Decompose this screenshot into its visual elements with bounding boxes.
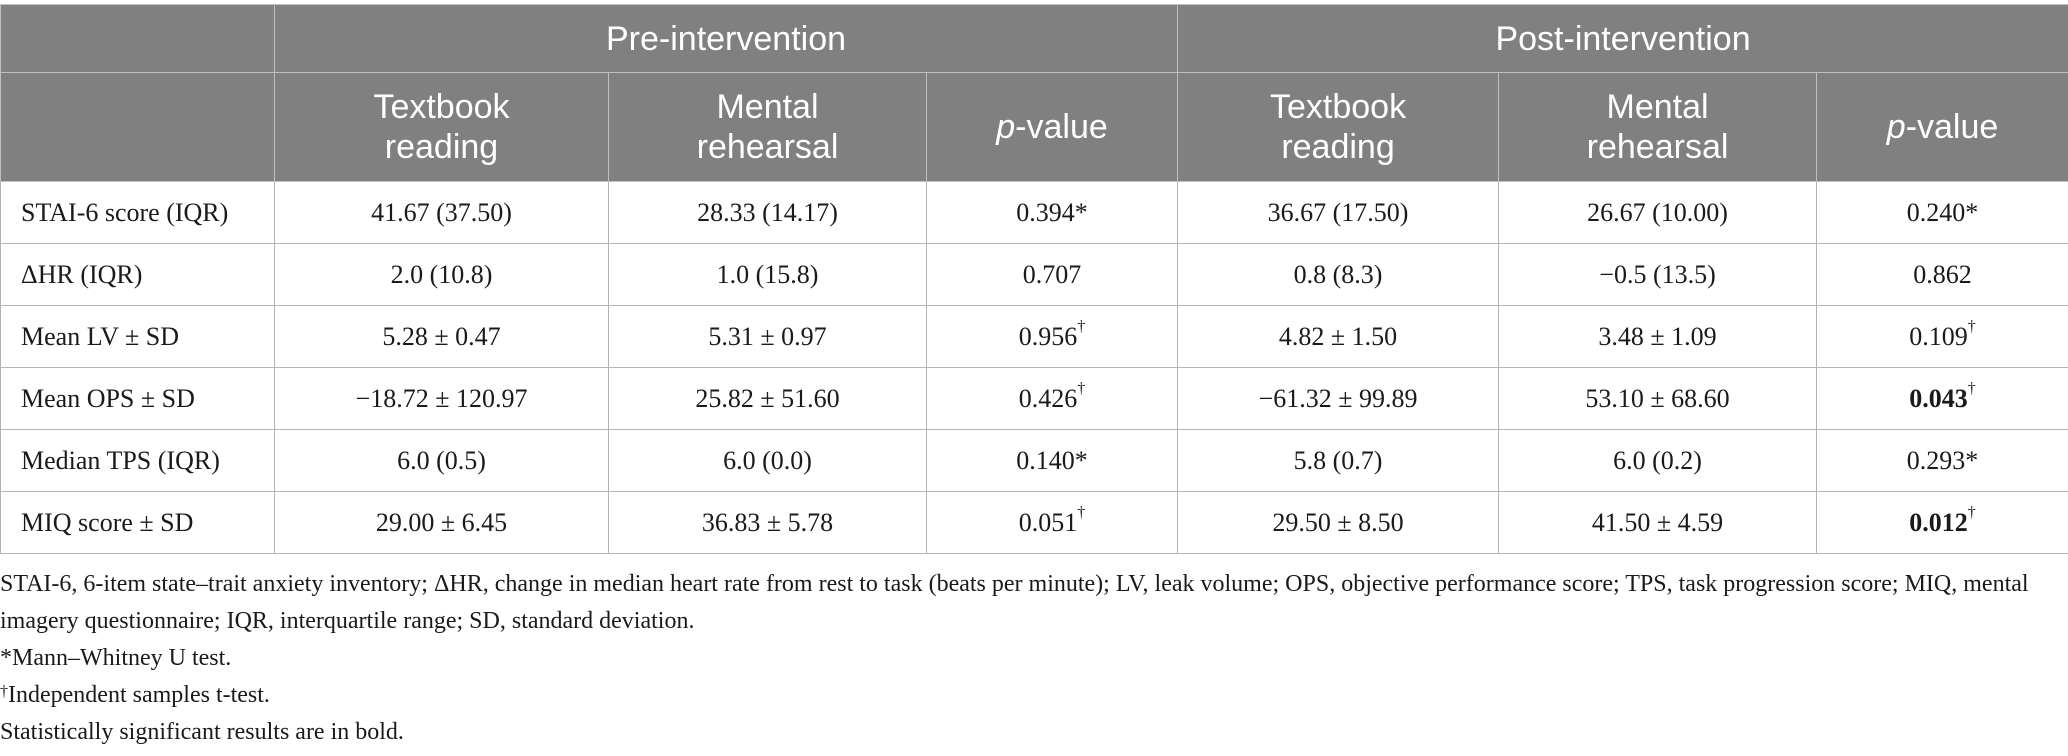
cell-pre-mental: 5.31 ± 0.97 [608, 305, 927, 368]
cell-pre-textbook: 6.0 (0.5) [274, 429, 609, 492]
cell-pre-p-value: 0.051† [925, 491, 1179, 554]
header-empty-cell [0, 4, 275, 73]
header-post-textbook-reading: Textbook reading [1177, 72, 1500, 182]
footnote-abbreviations: STAI-6, 6-item state–trait anxiety inven… [0, 571, 2029, 634]
row-label: Median TPS (IQR) [0, 429, 275, 492]
cell-post-p-value: 0.109† [1816, 305, 2068, 368]
cell-post-mental: 53.10 ± 68.60 [1498, 367, 1818, 430]
cell-post-p-value: 0.293* [1816, 429, 2068, 492]
table-row-delta-hr: ΔHR (IQR) 2.0 (10.8) 1.0 (15.8) 0.707 0.… [0, 243, 2068, 306]
row-label: Mean LV ± SD [0, 305, 275, 368]
cell-pre-p-value: 0.956† [925, 305, 1179, 368]
cell-pre-p-value: 0.426† [925, 367, 1179, 430]
cell-post-textbook: 5.8 (0.7) [1177, 429, 1500, 492]
cell-post-mental: 26.67 (10.00) [1498, 181, 1818, 244]
cell-pre-mental: 28.33 (14.17) [608, 181, 927, 244]
header-pre-mental-rehearsal: Mental rehearsal [608, 72, 927, 182]
footnote-mann-whitney: *Mann–Whitney U test. [0, 645, 232, 671]
row-label: MIQ score ± SD [0, 491, 275, 554]
table-row-median-tps: Median TPS (IQR) 6.0 (0.5) 6.0 (0.0) 0.1… [0, 429, 2068, 492]
header-empty-cell [0, 72, 275, 182]
cell-pre-mental: 1.0 (15.8) [608, 243, 927, 306]
cell-post-p-value-significant: 0.043† [1816, 367, 2068, 430]
dagger-mark: † [0, 683, 8, 700]
table-row-miq-score: MIQ score ± SD 29.00 ± 6.45 36.83 ± 5.78… [0, 491, 2068, 554]
table-row-stai6: STAI-6 score (IQR) 41.67 (37.50) 28.33 (… [0, 181, 2068, 244]
results-table: Pre-intervention Post-intervention Textb… [0, 4, 2068, 554]
cell-pre-mental: 6.0 (0.0) [608, 429, 927, 492]
header-group-row: Pre-intervention Post-intervention [0, 4, 2068, 73]
table-footnotes: STAI-6, 6-item state–trait anxiety inven… [0, 566, 2060, 751]
footnote-bold-significance: Statistically significant results are in… [0, 719, 404, 745]
cell-pre-mental: 25.82 ± 51.60 [608, 367, 927, 430]
cell-post-textbook: 36.67 (17.50) [1177, 181, 1500, 244]
cell-post-p-value-significant: 0.012† [1816, 491, 2068, 554]
table-row-mean-ops: Mean OPS ± SD −18.72 ± 120.97 25.82 ± 51… [0, 367, 2068, 430]
cell-pre-p-value: 0.394* [925, 181, 1179, 244]
cell-pre-textbook: −18.72 ± 120.97 [274, 367, 609, 430]
cell-pre-textbook: 29.00 ± 6.45 [274, 491, 609, 554]
header-post-p-value: p-value [1816, 72, 2068, 182]
cell-pre-textbook: 41.67 (37.50) [274, 181, 609, 244]
row-label: Mean OPS ± SD [0, 367, 275, 430]
header-post-mental-rehearsal: Mental rehearsal [1498, 72, 1818, 182]
table-row-mean-lv: Mean LV ± SD 5.28 ± 0.47 5.31 ± 0.97 0.9… [0, 305, 2068, 368]
cell-post-textbook: 29.50 ± 8.50 [1177, 491, 1500, 554]
header-pre-textbook-reading: Textbook reading [274, 72, 609, 182]
cell-post-p-value: 0.240* [1816, 181, 2068, 244]
cell-pre-textbook: 5.28 ± 0.47 [274, 305, 609, 368]
cell-post-mental: 6.0 (0.2) [1498, 429, 1818, 492]
header-pre-intervention: Pre-intervention [273, 4, 1179, 73]
cell-pre-p-value: 0.140* [925, 429, 1179, 492]
cell-post-mental: 3.48 ± 1.09 [1498, 305, 1818, 368]
row-label: ΔHR (IQR) [0, 243, 275, 306]
cell-pre-textbook: 2.0 (10.8) [274, 243, 609, 306]
header-subgroup-row: Textbook reading Mental rehearsal p-value … [0, 72, 2068, 182]
row-label: STAI-6 score (IQR) [0, 181, 275, 244]
header-post-intervention: Post-intervention [1177, 4, 2068, 73]
header-pre-p-value: p-value [925, 72, 1179, 182]
cell-pre-p-value: 0.707 [925, 243, 1179, 306]
cell-post-p-value: 0.862 [1816, 243, 2068, 306]
cell-post-textbook: −61.32 ± 99.89 [1177, 367, 1500, 430]
cell-post-mental: 41.50 ± 4.59 [1498, 491, 1818, 554]
cell-post-mental: −0.5 (13.5) [1498, 243, 1818, 306]
cell-post-textbook: 4.82 ± 1.50 [1177, 305, 1500, 368]
cell-post-textbook: 0.8 (8.3) [1177, 243, 1500, 306]
footnote-t-test: †Independent samples t-test. [0, 682, 270, 708]
cell-pre-mental: 36.83 ± 5.78 [608, 491, 927, 554]
